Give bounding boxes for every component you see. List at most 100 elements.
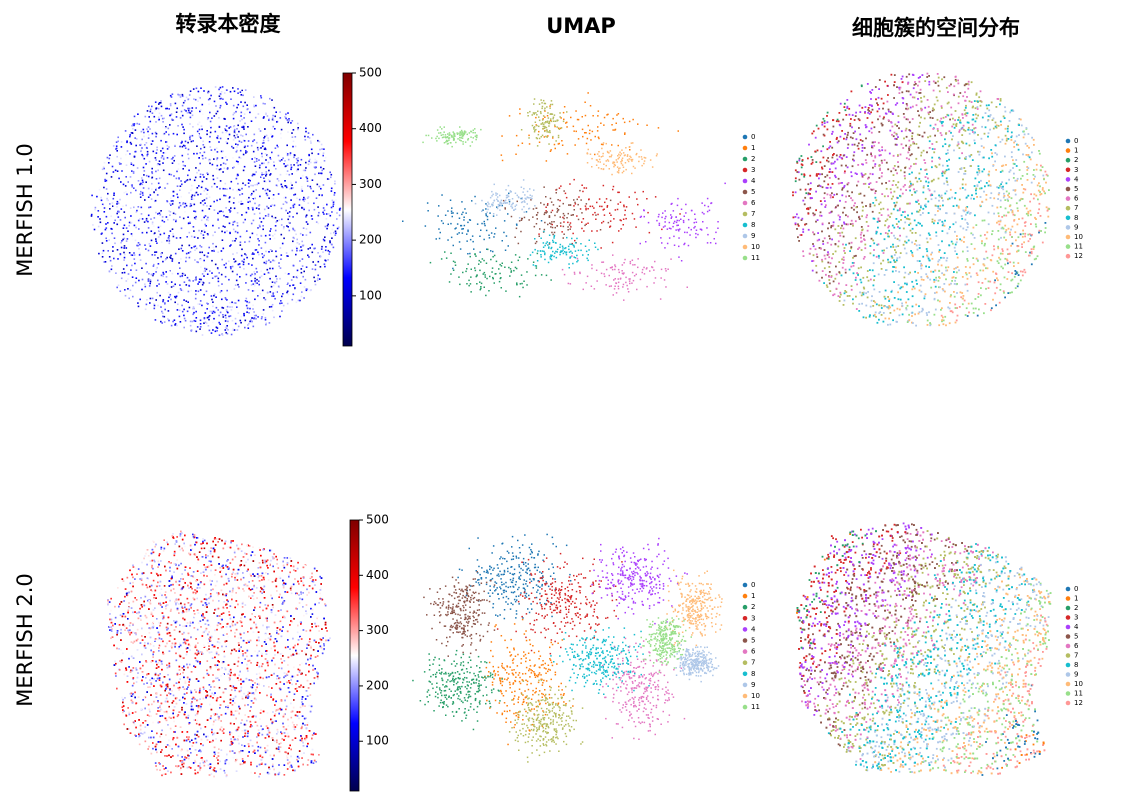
dot: [451, 145, 453, 148]
dot: [478, 263, 480, 265]
dot: [682, 221, 685, 224]
dot: [812, 130, 815, 133]
dot: [577, 259, 579, 262]
dot: [963, 172, 965, 175]
dot: [171, 93, 174, 95]
dot: [798, 178, 801, 181]
dot: [945, 259, 948, 262]
dot: [159, 102, 162, 104]
dot: [332, 201, 335, 204]
dot: [219, 137, 222, 140]
dot: [923, 159, 926, 161]
dot: [294, 288, 296, 290]
dot: [807, 208, 810, 211]
dot: [243, 165, 246, 168]
dot: [271, 281, 274, 283]
dot: [622, 170, 625, 172]
dot: [268, 197, 270, 199]
dot: [317, 222, 320, 225]
dot: [504, 208, 506, 210]
dot: [570, 116, 572, 119]
dot: [680, 208, 683, 210]
dot: [979, 90, 982, 93]
dot: [811, 260, 813, 262]
dot: [239, 276, 241, 278]
dot: [138, 228, 140, 230]
dot: [841, 194, 844, 197]
dot: [180, 195, 182, 198]
dot: [873, 217, 876, 220]
dot: [612, 294, 614, 296]
dot: [558, 142, 560, 145]
dot: [232, 139, 235, 141]
dot: [189, 203, 192, 205]
dot: [315, 221, 318, 223]
dot: [586, 153, 589, 155]
dot: [321, 194, 323, 196]
dot: [911, 212, 913, 215]
dot: [572, 214, 574, 216]
dot: [539, 111, 542, 113]
dot: [581, 227, 583, 230]
dot: [547, 223, 549, 226]
dot: [155, 189, 157, 191]
dot: [850, 171, 853, 174]
dot: [285, 282, 288, 284]
dot: [105, 179, 108, 182]
dot: [627, 288, 629, 290]
dot: [549, 105, 551, 107]
dot: [171, 228, 174, 230]
dot: [119, 219, 122, 221]
dot: [240, 134, 242, 137]
dot: [247, 263, 250, 265]
dot: [321, 148, 323, 150]
dot: [213, 294, 215, 297]
dot: [567, 245, 570, 248]
dot: [252, 190, 255, 193]
dot: [303, 200, 305, 202]
dot: [566, 153, 569, 155]
dot: [1046, 209, 1049, 212]
dot: [256, 233, 258, 236]
dot: [287, 226, 289, 228]
dot: [209, 125, 211, 127]
dot: [641, 268, 644, 271]
dot: [112, 250, 114, 252]
dot: [621, 157, 624, 159]
dot: [967, 223, 969, 225]
dot: [856, 272, 858, 274]
dot: [950, 113, 953, 116]
dot: [201, 273, 204, 275]
dot: [296, 238, 298, 241]
dot: [934, 308, 937, 311]
dot: [275, 221, 277, 223]
dot: [621, 270, 623, 272]
dot: [261, 172, 263, 174]
dot: [1027, 233, 1030, 236]
dot: [923, 295, 926, 298]
dot: [556, 207, 559, 210]
dot: [949, 188, 952, 191]
dot: [911, 251, 914, 254]
dot: [529, 254, 532, 256]
dot: [520, 230, 522, 233]
dot: [915, 190, 918, 192]
dot: [495, 260, 498, 263]
dot: [515, 204, 518, 206]
dot: [665, 215, 667, 218]
dot: [155, 159, 157, 161]
dot: [292, 187, 294, 189]
dot: [466, 283, 468, 285]
dot: [159, 225, 162, 228]
dot: [301, 206, 303, 209]
dot: [955, 122, 958, 125]
dot: [251, 320, 253, 323]
dot: [861, 144, 864, 146]
dot: [271, 151, 273, 154]
dot: [197, 90, 200, 93]
dot: [1010, 244, 1012, 247]
dot: [1007, 199, 1009, 202]
dot: [290, 164, 292, 166]
dot: [292, 157, 295, 159]
dot: [200, 219, 203, 222]
